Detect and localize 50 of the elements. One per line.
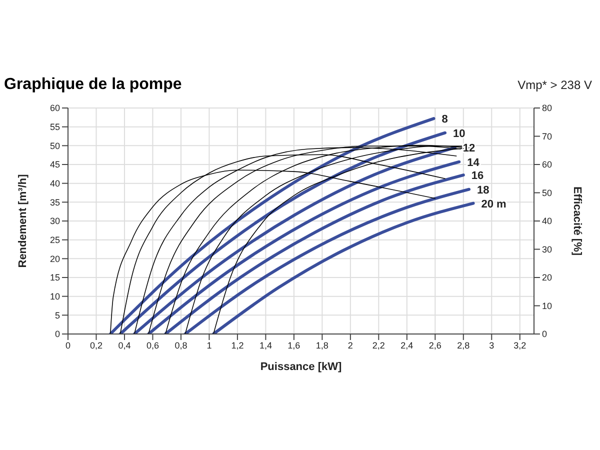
x-tick-label: 3,2 (514, 340, 526, 350)
x-tick-label: 1,6 (288, 340, 300, 350)
y-tick-label: 15 (50, 272, 60, 283)
y2-tick-label: 60 (542, 160, 552, 170)
y2-tick-label: 0 (542, 329, 548, 340)
x-tick-label: 2,8 (457, 340, 470, 350)
y2-tick-label: 10 (542, 300, 552, 311)
x-tick-label: 1,2 (231, 340, 244, 350)
y-tick-label: 55 (50, 122, 60, 132)
x-tick-label: 0,2 (90, 340, 102, 350)
series-label: 14 (467, 156, 480, 169)
y-tick-label: 20 (50, 254, 60, 264)
series-label: 16 (471, 170, 484, 182)
y-tick-label: 60 (50, 103, 60, 114)
y2-tick-label: 20 (542, 272, 552, 283)
y-tick-label: 50 (50, 140, 60, 151)
y-axis-title: Rendement [m³/h] (16, 174, 29, 268)
x-tick-label: 0,6 (146, 340, 159, 350)
y2-tick-label: 80 (542, 103, 552, 114)
y-tick-label: 45 (50, 160, 60, 170)
y-tick-label: 40 (50, 178, 60, 189)
x-tick-label: 1,4 (259, 340, 272, 350)
y2-tick-label: 40 (542, 216, 552, 226)
x-tick-label: 0,8 (174, 340, 188, 350)
y2-tick-label: 50 (542, 188, 552, 198)
y2-axis-title: Efficacité [%] (571, 186, 584, 256)
y-tick-label: 35 (50, 197, 60, 208)
x-tick-label: 0 (65, 340, 71, 350)
y2-tick-label: 30 (542, 244, 552, 254)
y-tick-label: 30 (50, 216, 60, 226)
series-label: 20 m (481, 198, 507, 210)
y-tick-label: 5 (54, 310, 60, 320)
series-label: 10 (453, 128, 466, 140)
y-tick-label: 25 (50, 235, 60, 246)
text: Vmp* > 238 V (518, 78, 592, 92)
chart-title: Graphique de la pompe (4, 76, 182, 94)
y-tick-label: 0 (54, 329, 60, 340)
x-tick-label: 2,6 (428, 340, 442, 350)
x-tick-label: 0,4 (118, 340, 131, 350)
x-tick-label: 2,4 (400, 340, 414, 350)
x-tick-label: 2 (348, 340, 353, 350)
x-axis-title: Puissance [kW] (260, 361, 342, 373)
y-tick-label: 10 (50, 292, 60, 302)
series-label: 8 (442, 114, 448, 126)
x-tick-label: 3 (489, 340, 494, 350)
x-tick-label: 2,2 (372, 340, 385, 350)
x-tick-label: 1 (206, 340, 212, 350)
y2-tick-label: 70 (542, 131, 552, 142)
x-tick-label: 1,8 (316, 340, 328, 350)
series-label: 18 (477, 184, 490, 196)
